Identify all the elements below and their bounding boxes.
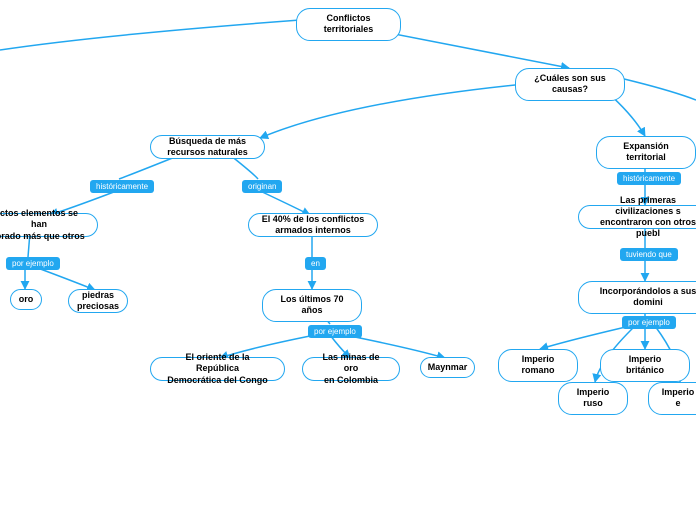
- node-piedras[interactable]: piedraspreciosas: [68, 289, 128, 313]
- node-maynmar[interactable]: Maynmar: [420, 357, 475, 378]
- node-label: Los últimos 70 años: [275, 294, 349, 317]
- node-label: Búsqueda de másrecursos naturales: [167, 136, 248, 159]
- link-por-ejemplo-2: por ejemplo: [308, 325, 362, 338]
- node-expansion[interactable]: Expansión territorial: [596, 136, 696, 169]
- node-ruso[interactable]: Imperio ruso: [558, 382, 628, 415]
- node-romano[interactable]: Imperio romano: [498, 349, 578, 382]
- link-originan: originan: [242, 180, 282, 193]
- node-label: Imperio británico: [613, 354, 677, 377]
- node-label: El 40% de los conflictosarmados internos: [262, 214, 365, 237]
- node-label: ¿Cuáles son sus causas?: [528, 73, 612, 96]
- link-por-ejemplo-3: por ejemplo: [622, 316, 676, 329]
- node-label: Maynmar: [428, 362, 468, 373]
- link-por-ejemplo-1: por ejemplo: [6, 257, 60, 270]
- node-label: Imperio e: [661, 387, 695, 410]
- node-label: El oriente de la RepúblicaDemocrática de…: [163, 352, 272, 386]
- link-en: en: [305, 257, 326, 270]
- node-primeras[interactable]: Las primeras civilizaciones sencontraron…: [578, 205, 696, 229]
- node-busqueda[interactable]: Búsqueda de másrecursos naturales: [150, 135, 265, 159]
- node-label: Imperio romano: [511, 354, 565, 377]
- node-minas[interactable]: Las minas de oroen Colombia: [302, 357, 400, 381]
- node-incorporando[interactable]: Incorporándolos a sus domini: [578, 281, 696, 314]
- node-ultimos70[interactable]: Los últimos 70 años: [262, 289, 362, 322]
- node-imperio-e[interactable]: Imperio e: [648, 382, 696, 415]
- node-elementos[interactable]: ctos elementos se hanlorado más que otro…: [0, 213, 98, 237]
- node-label: Conflictos territoriales: [309, 13, 388, 36]
- node-causas[interactable]: ¿Cuáles son sus causas?: [515, 68, 625, 101]
- node-britanico[interactable]: Imperio británico: [600, 349, 690, 382]
- link-historicamente-2: históricamente: [617, 172, 681, 185]
- node-label: piedraspreciosas: [77, 290, 119, 313]
- node-label: ctos elementos se hanlorado más que otro…: [0, 208, 85, 242]
- node-label: Las primeras civilizaciones sencontraron…: [591, 195, 696, 240]
- node-root[interactable]: Conflictos territoriales: [296, 8, 401, 41]
- node-oro[interactable]: oro: [10, 289, 42, 310]
- link-historicamente-1: históricamente: [90, 180, 154, 193]
- node-label: Imperio ruso: [571, 387, 615, 410]
- link-tuviendo: tuviendo que: [620, 248, 678, 261]
- node-label: oro: [19, 294, 34, 305]
- node-label: Incorporándolos a sus domini: [591, 286, 696, 309]
- node-label: Expansión territorial: [609, 141, 683, 164]
- node-conflictos40[interactable]: El 40% de los conflictosarmados internos: [248, 213, 378, 237]
- node-label: Las minas de oroen Colombia: [315, 352, 387, 386]
- node-oriente[interactable]: El oriente de la RepúblicaDemocrática de…: [150, 357, 285, 381]
